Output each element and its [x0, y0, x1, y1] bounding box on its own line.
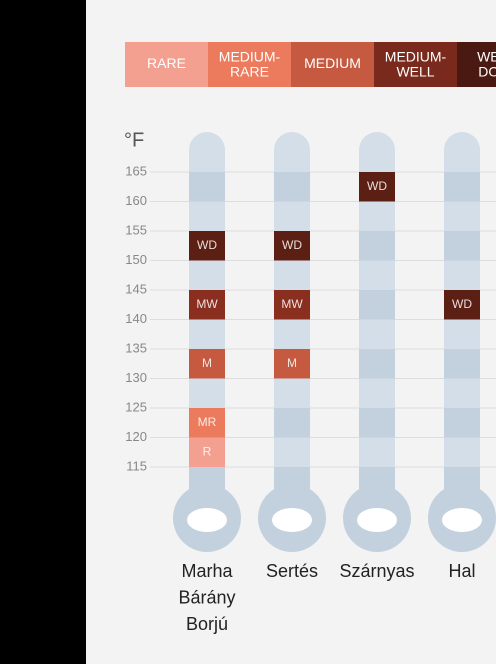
tick-label: 150	[125, 252, 147, 267]
tick-label: 135	[125, 340, 147, 355]
tick-label: 155	[125, 222, 147, 237]
tick-label: 130	[125, 370, 147, 385]
marker-label: M	[287, 356, 297, 370]
doneness-marker	[189, 437, 225, 467]
doneness-marker	[189, 349, 225, 379]
doneness-marker	[274, 290, 310, 320]
tube-band	[359, 231, 395, 261]
marker-label: MW	[281, 297, 303, 311]
marker-label: MW	[196, 297, 218, 311]
tube-band	[274, 408, 310, 438]
side-bar	[0, 0, 86, 664]
tube-band	[274, 172, 310, 202]
tube-band	[359, 408, 395, 438]
marker-label: R	[203, 444, 212, 458]
column-label: Szárnyas	[339, 561, 414, 581]
tube-band	[359, 349, 395, 379]
tube-band	[359, 290, 395, 320]
marker-label: WD	[452, 297, 472, 311]
tube-band	[444, 349, 480, 379]
doneness-marker	[189, 408, 225, 438]
marker-label: M	[202, 356, 212, 370]
tick-label: 125	[125, 399, 147, 414]
legend-swatch	[374, 42, 457, 87]
doneness-marker	[274, 231, 310, 261]
tick-label: 120	[125, 429, 147, 444]
doneness-marker	[274, 349, 310, 379]
animal-icon	[357, 508, 397, 532]
marker-label: WD	[197, 238, 217, 252]
column-label: Borjú	[186, 614, 228, 634]
tick-label: 165	[125, 163, 147, 178]
column-label: Sertés	[266, 561, 318, 581]
tick-label: 140	[125, 311, 147, 326]
tube-band	[444, 408, 480, 438]
legend-label: MEDIUM	[304, 55, 361, 71]
legend-label: WELL-DONE	[477, 48, 496, 79]
doneness-marker	[189, 290, 225, 320]
tick-label: 145	[125, 281, 147, 296]
legend-label: RARE	[147, 55, 186, 71]
column-label: Bárány	[178, 587, 235, 607]
tick-label: 115	[126, 458, 147, 473]
animal-icon	[187, 508, 227, 532]
tube-band	[444, 172, 480, 202]
doneness-marker	[189, 231, 225, 261]
doneness-marker	[359, 172, 395, 202]
legend-swatch	[457, 42, 496, 87]
animal-icon	[272, 508, 312, 532]
legend-swatch	[208, 42, 291, 87]
legend-swatch	[291, 42, 374, 87]
marker-label: MR	[198, 415, 217, 429]
animal-icon	[442, 508, 482, 532]
unit-label: °F	[124, 129, 144, 151]
legend-label: MEDIUM-RARE	[219, 48, 281, 79]
marker-label: WD	[282, 238, 302, 252]
doneness-marker	[444, 290, 480, 320]
marker-label: WD	[367, 179, 387, 193]
tube-band	[189, 172, 225, 202]
tick-label: 160	[125, 193, 147, 208]
tube-band	[444, 231, 480, 261]
column-label: Hal	[448, 561, 475, 581]
legend-label: MEDIUM-WELL	[385, 48, 447, 79]
legend-swatch	[125, 42, 208, 87]
column-label: Marha	[181, 561, 233, 581]
